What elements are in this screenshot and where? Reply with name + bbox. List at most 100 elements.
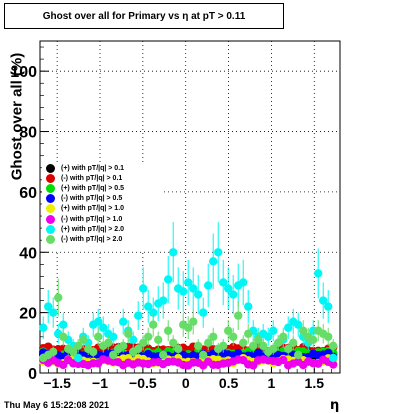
data-point	[49, 347, 58, 357]
data-point	[209, 257, 218, 266]
data-point	[159, 350, 168, 360]
data-point	[199, 350, 208, 360]
legend-label: (+) with pT/|q| > 2.0	[61, 225, 125, 233]
data-point	[204, 338, 213, 348]
y-tick-label: 20	[19, 306, 37, 323]
data-point	[229, 332, 238, 341]
x-tick-label: −1	[92, 375, 108, 391]
data-point	[314, 269, 323, 278]
data-point	[119, 317, 128, 326]
data-point	[59, 320, 68, 329]
data-point	[284, 323, 293, 332]
x-tick-label: 0.5	[219, 375, 239, 391]
legend-entry: (+) with pT/|q| > 0.5	[42, 183, 162, 193]
y-tick-label: 100	[10, 64, 37, 81]
data-point	[169, 338, 178, 348]
x-tick-label: 1	[268, 375, 276, 391]
data-point	[74, 341, 83, 351]
data-point	[244, 329, 253, 338]
legend-marker	[46, 224, 55, 234]
data-point	[169, 248, 178, 257]
data-point	[44, 302, 53, 311]
data-point	[139, 338, 148, 348]
legend-marker	[46, 163, 55, 173]
legend-marker	[46, 183, 55, 193]
legend-entry: (+) with pT/|q| > 2.0	[42, 224, 162, 234]
y-tick-label: 40	[19, 245, 37, 262]
data-point	[74, 353, 83, 363]
data-point	[249, 341, 258, 351]
data-point	[264, 332, 273, 341]
legend: (+) with pT/|q| > 0.1 (-) with pT/|q| > …	[42, 163, 162, 251]
data-point	[189, 284, 198, 293]
data-point	[109, 350, 118, 360]
data-point	[124, 329, 133, 338]
data-point	[69, 347, 78, 357]
data-point	[279, 355, 288, 365]
data-point	[139, 284, 148, 293]
legend-entry: (+) with pT/|q| > 1.0	[42, 204, 162, 214]
data-point	[149, 320, 158, 329]
data-point	[309, 335, 318, 344]
legend-entry: (-) with pT/|q| > 1.0	[42, 214, 162, 224]
plot-frame	[39, 40, 341, 374]
data-point	[329, 353, 338, 363]
data-point	[294, 320, 303, 329]
legend-label: (-) with pT/|q| > 0.5	[61, 195, 123, 203]
data-point	[94, 332, 103, 341]
data-point	[259, 341, 268, 351]
data-point	[39, 323, 48, 332]
data-point	[179, 287, 188, 296]
data-point	[239, 278, 248, 287]
data-point	[229, 290, 238, 299]
data-point	[144, 332, 153, 341]
data-point	[299, 326, 308, 335]
data-point	[164, 326, 173, 335]
data-point	[144, 302, 153, 311]
data-point	[54, 293, 63, 302]
data-point	[279, 332, 288, 341]
data-point	[269, 326, 278, 335]
legend-entry: (-) with pT/|q| > 2.0	[42, 234, 162, 244]
data-point	[129, 335, 138, 344]
data-point	[79, 335, 88, 344]
legend-marker	[46, 214, 55, 224]
x-axis-label: η	[330, 398, 340, 413]
data-point	[159, 296, 168, 305]
data-point	[134, 344, 143, 354]
data-point	[99, 323, 108, 332]
x-tick-label: 0	[182, 375, 190, 391]
legend-marker	[46, 204, 55, 214]
legend-label: (-) with pT/|q| > 0.1	[61, 174, 123, 182]
data-point	[294, 350, 303, 360]
data-point	[219, 341, 228, 351]
data-point	[274, 338, 283, 348]
data-point	[94, 317, 103, 326]
data-point	[204, 281, 213, 290]
y-tick-label: 60	[19, 185, 37, 202]
data-point	[319, 296, 328, 305]
data-point	[239, 338, 248, 348]
data-point	[284, 344, 293, 354]
legend-label: (+) with pT/|q| > 0.1	[61, 164, 125, 172]
legend-marker	[46, 173, 55, 183]
data-point	[189, 317, 198, 326]
data-point	[244, 302, 253, 311]
legend-label: (-) with pT/|q| > 2.0	[61, 235, 123, 243]
data-point	[194, 341, 203, 351]
data-point	[184, 278, 193, 287]
data-point	[254, 335, 263, 344]
data-point	[194, 290, 203, 299]
data-point	[119, 341, 128, 351]
data-point	[329, 341, 338, 351]
data-point	[59, 332, 68, 341]
data-point	[109, 332, 118, 341]
x-tick-label: −0.5	[129, 375, 157, 391]
data-point	[134, 311, 143, 320]
legend-marker	[46, 194, 55, 204]
timestamp: Thu May 6 15:22:08 2021	[4, 400, 110, 410]
data-point	[184, 323, 193, 332]
data-point	[324, 332, 333, 341]
data-point	[199, 308, 208, 317]
